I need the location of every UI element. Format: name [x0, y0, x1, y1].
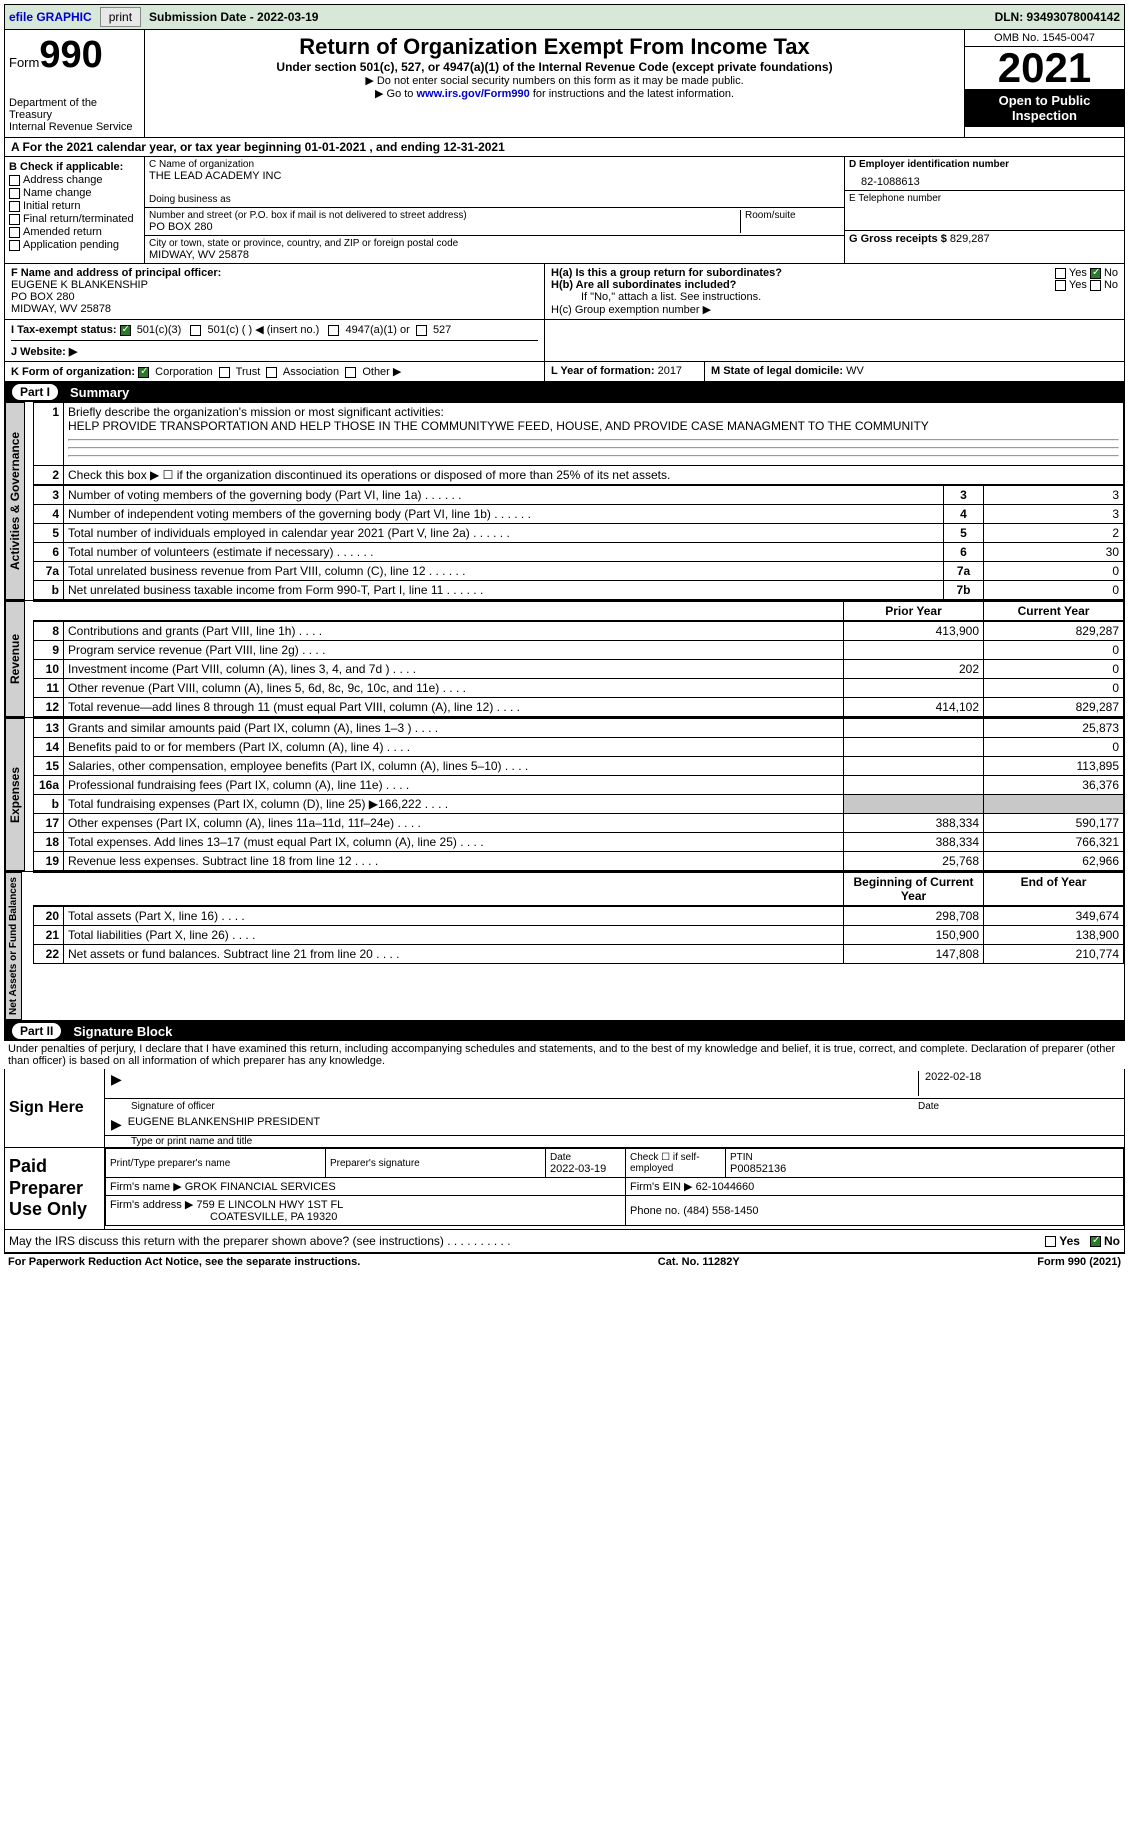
chk-pending[interactable]: Application pending [9, 239, 140, 251]
expenses-section: Expenses 13Grants and similar amounts pa… [4, 718, 1125, 872]
vtab-rev: Revenue [5, 601, 25, 717]
activities-governance: Activities & Governance 1 Briefly descri… [4, 402, 1125, 601]
form-header: Form990 Department of the Treasury Inter… [4, 30, 1125, 138]
section-ij: I Tax-exempt status: 501(c)(3) 501(c) ( … [4, 320, 1125, 362]
submission-date: Submission Date - 2022-03-19 [149, 10, 318, 24]
irs-link[interactable]: www.irs.gov/Form990 [416, 88, 529, 100]
ssn-note: ▶ Do not enter social security numbers o… [153, 74, 956, 87]
tax-year: 2021 [965, 47, 1124, 89]
chk-amended[interactable]: Amended return [9, 226, 140, 238]
org-address: PO BOX 280 [149, 221, 740, 233]
tax-period: A For the 2021 calendar year, or tax yea… [4, 138, 1125, 157]
form-subtitle: Under section 501(c), 527, or 4947(a)(1)… [153, 60, 956, 74]
table-row: 13Grants and similar amounts paid (Part … [34, 719, 1124, 738]
discuss-row: May the IRS discuss this return with the… [4, 1230, 1125, 1253]
ein: 82-1088613 [849, 170, 1120, 188]
dln-number: DLN: 93493078004142 [995, 10, 1120, 24]
dept-treasury: Department of the Treasury [9, 97, 140, 121]
paid-preparer-section: Paid Preparer Use Only Print/Type prepar… [4, 1148, 1125, 1230]
table-row: 18Total expenses. Add lines 13–17 (must … [34, 833, 1124, 852]
form-of-org: K Form of organization: Corporation Trus… [5, 362, 545, 381]
firm-phone: (484) 558-1450 [683, 1205, 758, 1217]
table-row: 6Total number of volunteers (estimate if… [34, 543, 1124, 562]
chk-final[interactable]: Final return/terminated [9, 213, 140, 225]
table-row: 22Net assets or fund balances. Subtract … [34, 945, 1124, 964]
table-row: bNet unrelated business taxable income f… [34, 581, 1124, 600]
vtab-net: Net Assets or Fund Balances [5, 872, 22, 1020]
mission-text: HELP PROVIDE TRANSPORTATION AND HELP THO… [68, 419, 929, 433]
netassets-section: Net Assets or Fund Balances Beginning of… [4, 872, 1125, 1021]
section-bcd: B Check if applicable: Address change Na… [4, 157, 1125, 264]
hc-exemption: H(c) Group exemption number ▶ [551, 303, 1118, 316]
table-row: 21Total liabilities (Part X, line 26) . … [34, 926, 1124, 945]
table-row: 3Number of voting members of the governi… [34, 486, 1124, 505]
arrow-icon: ▶ [111, 1116, 122, 1133]
efile-link[interactable]: efile GRAPHIC [9, 10, 92, 24]
part2-header: Part II Signature Block [4, 1021, 1125, 1041]
table-row: 11Other revenue (Part VIII, column (A), … [34, 679, 1124, 698]
ha-group-return: H(a) Is this a group return for subordin… [551, 267, 1118, 279]
section-d: D Employer identification number 82-1088… [844, 157, 1124, 263]
section-c: C Name of organization THE LEAD ACADEMY … [145, 157, 844, 263]
corp-checked [138, 367, 149, 378]
goto-note: ▶ Go to www.irs.gov/Form990 for instruct… [153, 87, 956, 100]
table-row: bTotal fundraising expenses (Part IX, co… [34, 795, 1124, 814]
table-row: 20Total assets (Part X, line 16) . . . .… [34, 907, 1124, 926]
ptin: P00852136 [730, 1163, 786, 1175]
org-city: MIDWAY, WV 25878 [149, 249, 840, 261]
top-toolbar: efile GRAPHIC print Submission Date - 20… [4, 4, 1125, 30]
chk-name[interactable]: Name change [9, 187, 140, 199]
form-title: Return of Organization Exempt From Incom… [153, 34, 956, 60]
table-row: 10Investment income (Part VIII, column (… [34, 660, 1124, 679]
tax-exempt-status: I Tax-exempt status: 501(c)(3) 501(c) ( … [11, 323, 538, 336]
table-row: 12Total revenue—add lines 8 through 11 (… [34, 698, 1124, 717]
irs-label: Internal Revenue Service [9, 121, 140, 133]
table-row: 14Benefits paid to or for members (Part … [34, 738, 1124, 757]
gross-receipts: G Gross receipts $ 829,287 [845, 231, 1124, 247]
table-row: 19Revenue less expenses. Subtract line 1… [34, 852, 1124, 871]
table-row: 7aTotal unrelated business revenue from … [34, 562, 1124, 581]
org-name: THE LEAD ACADEMY INC [149, 170, 840, 182]
revenue-section: Revenue Prior YearCurrent Year 8Contribu… [4, 601, 1125, 718]
table-row: 4Number of independent voting members of… [34, 505, 1124, 524]
officer-printed: EUGENE BLANKENSHIP PRESIDENT [128, 1116, 320, 1133]
page-footer: For Paperwork Reduction Act Notice, see … [4, 1253, 1125, 1270]
form-number: Form990 [9, 34, 140, 77]
table-row: 5Total number of individuals employed in… [34, 524, 1124, 543]
discuss-no-checked [1090, 1236, 1101, 1247]
table-row: 9Program service revenue (Part VIII, lin… [34, 641, 1124, 660]
arrow-icon: ▶ [111, 1071, 122, 1096]
penalties-text: Under penalties of perjury, I declare th… [4, 1041, 1125, 1069]
501c3-checked [120, 325, 131, 336]
vtab-exp: Expenses [5, 718, 25, 871]
section-fh: F Name and address of principal officer:… [4, 264, 1125, 320]
officer-name: EUGENE K BLANKENSHIP [11, 279, 538, 291]
print-button[interactable]: print [100, 7, 141, 27]
firm-name: GROK FINANCIAL SERVICES [185, 1181, 336, 1193]
sign-date: 2022-02-18 [918, 1071, 1118, 1096]
hb-subordinates: H(b) Are all subordinates included? Yes … [551, 279, 1118, 291]
state-domicile: M State of legal domicile: WV [705, 362, 1124, 381]
website-label: J Website: ▶ [11, 346, 77, 358]
year-formation: L Year of formation: 2017 [545, 362, 705, 381]
table-row: 17Other expenses (Part IX, column (A), l… [34, 814, 1124, 833]
open-to-public: Open to Public Inspection [965, 89, 1124, 127]
chk-address[interactable]: Address change [9, 174, 140, 186]
section-b: B Check if applicable: Address change Na… [5, 157, 145, 263]
section-klm: K Form of organization: Corporation Trus… [4, 362, 1125, 382]
table-row: 8Contributions and grants (Part VIII, li… [34, 622, 1124, 641]
chk-initial[interactable]: Initial return [9, 200, 140, 212]
ha-no-checked [1090, 268, 1101, 279]
part1-header: Part I Summary [4, 382, 1125, 402]
firm-ein: 62-1044660 [696, 1181, 755, 1193]
vtab-ag: Activities & Governance [5, 402, 25, 600]
table-row: 15Salaries, other compensation, employee… [34, 757, 1124, 776]
table-row: 16aProfessional fundraising fees (Part I… [34, 776, 1124, 795]
sign-here-section: Sign Here ▶ 2022-02-18 Signature of offi… [4, 1069, 1125, 1148]
